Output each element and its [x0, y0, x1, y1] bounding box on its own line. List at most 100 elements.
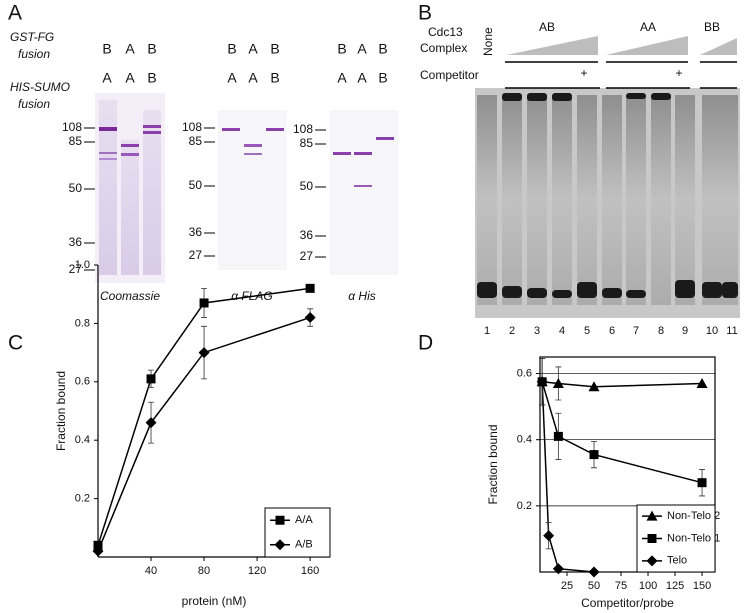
label: None	[481, 27, 495, 56]
lane-label: B	[147, 70, 156, 86]
size-marker: 85	[189, 134, 203, 148]
row-label: GST-FG	[10, 30, 54, 44]
series-line	[97, 287, 311, 546]
row-label: fusion	[18, 47, 50, 61]
lane-label: B	[337, 41, 346, 57]
blot-caption: α His	[348, 289, 376, 303]
lane-number: 9	[682, 325, 688, 337]
data-point	[553, 431, 563, 441]
data-point	[589, 450, 599, 460]
x-tick-label: 40	[145, 565, 157, 577]
x-tick-label: 160	[301, 565, 319, 577]
lane-number: 2	[509, 325, 515, 337]
lane-number: 3	[534, 325, 540, 337]
row-label: fusion	[18, 97, 50, 111]
lane-number: 8	[658, 325, 664, 337]
lane-label: A	[102, 70, 112, 86]
size-marker: 85	[69, 134, 83, 148]
lane-label: A	[357, 70, 367, 86]
y-tick-label: 0.4	[75, 434, 90, 446]
x-tick-label: 150	[693, 580, 711, 592]
series-line	[541, 381, 595, 573]
x-tick-label: 80	[198, 565, 210, 577]
size-marker: 27	[189, 248, 203, 262]
size-marker: 50	[69, 181, 83, 195]
blot-images	[95, 93, 398, 283]
data-point	[93, 540, 103, 550]
data-point	[92, 545, 104, 557]
lane-label: A	[125, 70, 135, 86]
data-point	[304, 312, 316, 324]
data-point	[697, 478, 707, 488]
data-point	[146, 374, 156, 384]
lane-label: A	[248, 41, 258, 57]
x-axis-label: protein (nM)	[182, 594, 247, 608]
lane-number: 1	[484, 325, 490, 337]
x-tick-label: 25	[561, 580, 573, 592]
panel-letter: D	[418, 332, 433, 355]
size-marker: 85	[300, 136, 314, 150]
y-axis-label: Fraction bound	[54, 371, 68, 451]
row-label: HIS-SUMO	[10, 80, 70, 94]
lane-label: B	[378, 41, 387, 57]
size-marker: 50	[300, 179, 314, 193]
data-point	[305, 283, 315, 293]
lane-label: B	[378, 70, 387, 86]
size-marker: 27	[300, 249, 314, 263]
legend-label: A/B	[295, 539, 313, 551]
series-line	[541, 381, 703, 484]
lane-label: B	[102, 41, 111, 57]
x-tick-label: 125	[666, 580, 684, 592]
lane-label: A	[357, 41, 367, 57]
panel-letter: C	[8, 332, 23, 355]
data-point	[543, 530, 555, 542]
legend-label: Non-Telo 2	[667, 510, 720, 522]
group-label: AB	[539, 20, 555, 34]
data-point	[552, 563, 564, 575]
x-tick-label: 75	[615, 580, 627, 592]
y-tick-label: 0.2	[517, 500, 532, 512]
group-label: AA	[640, 20, 656, 34]
blot-caption: Coomassie	[100, 289, 160, 303]
data-point	[552, 377, 564, 388]
size-marker: 36	[189, 225, 203, 239]
group-label: BB	[704, 20, 720, 34]
legend-label: Telo	[667, 555, 687, 567]
data-point	[198, 347, 210, 359]
lane-number: 6	[609, 325, 615, 337]
lane-number: 7	[633, 325, 639, 337]
x-tick-label: 50	[588, 580, 600, 592]
lane-number: 4	[559, 325, 565, 337]
size-marker: 36	[300, 228, 314, 242]
panel-letter: B	[418, 2, 432, 25]
size-marker: 36	[69, 235, 83, 249]
y-tick-label: 0.4	[517, 434, 532, 446]
data-point	[536, 376, 548, 388]
size-marker: 50	[189, 178, 203, 192]
label: Competitor	[420, 68, 479, 82]
legend-label: A/A	[295, 514, 313, 526]
data-point	[199, 298, 209, 308]
size-marker: 108	[182, 120, 202, 134]
lane-label: B	[270, 41, 279, 57]
label: Complex	[420, 41, 467, 55]
legend-marker	[274, 539, 286, 551]
legend-label: Non-Telo 1	[667, 532, 720, 544]
legend-marker	[647, 534, 657, 543]
data-point	[145, 417, 157, 429]
panel-letter: A	[8, 2, 22, 25]
y-tick-label: 0.2	[75, 493, 90, 505]
legend-marker	[275, 515, 285, 525]
lane-label: A	[337, 70, 347, 86]
series-line	[97, 316, 311, 552]
y-tick-label: 1.0	[75, 259, 90, 271]
data-point	[696, 377, 708, 388]
lane-label: B	[227, 41, 236, 57]
data-point	[588, 566, 600, 578]
lane-number: 5	[584, 325, 590, 337]
x-axis-label: Competitor/probe	[581, 596, 674, 610]
y-tick-label: 0.6	[517, 367, 532, 379]
size-marker: 108	[293, 122, 313, 136]
legend-marker	[646, 555, 658, 567]
